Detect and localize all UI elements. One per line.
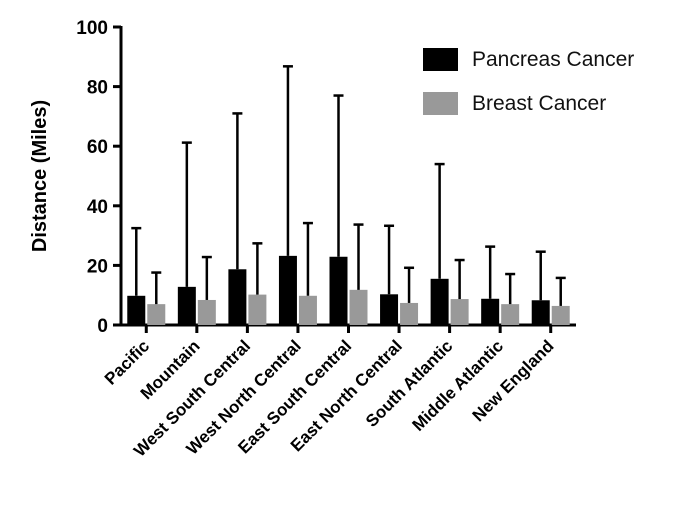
bar xyxy=(430,278,449,325)
bar xyxy=(248,294,267,325)
legend-swatch xyxy=(423,48,458,71)
legend-label: Breast Cancer xyxy=(472,92,606,115)
bar xyxy=(298,295,317,325)
legend-label: Pancreas Cancer xyxy=(472,48,634,71)
legend-swatch xyxy=(423,92,458,115)
bars xyxy=(127,255,570,325)
bar xyxy=(551,305,570,325)
y-tick-label: 60 xyxy=(87,137,108,158)
y-tick-label: 40 xyxy=(87,197,108,218)
bar xyxy=(531,300,550,325)
bar xyxy=(197,299,216,325)
y-axis: 0 20 40 60 80 100 xyxy=(76,18,123,337)
y-axis-title: Distance (Miles) xyxy=(29,100,51,252)
legend: Pancreas Cancer Breast Cancer xyxy=(423,48,634,115)
x-tick-label: Middle Atlantic xyxy=(409,336,507,434)
y-tick-label: 80 xyxy=(87,78,108,99)
bar xyxy=(481,298,500,325)
bar xyxy=(278,255,297,325)
bar xyxy=(349,289,368,325)
bar xyxy=(228,269,247,325)
bar xyxy=(400,302,419,325)
error-bars xyxy=(131,65,566,306)
y-tick-label: 20 xyxy=(87,256,108,277)
y-tick-label: 100 xyxy=(76,18,108,39)
bar xyxy=(127,295,146,325)
bar xyxy=(501,304,520,325)
y-tick-label: 0 xyxy=(97,316,108,337)
x-tick-label: South Atlantic xyxy=(362,336,456,430)
bar xyxy=(177,286,196,325)
bar xyxy=(380,294,399,325)
bar xyxy=(329,256,348,325)
bar xyxy=(147,304,166,325)
bar xyxy=(450,299,469,325)
